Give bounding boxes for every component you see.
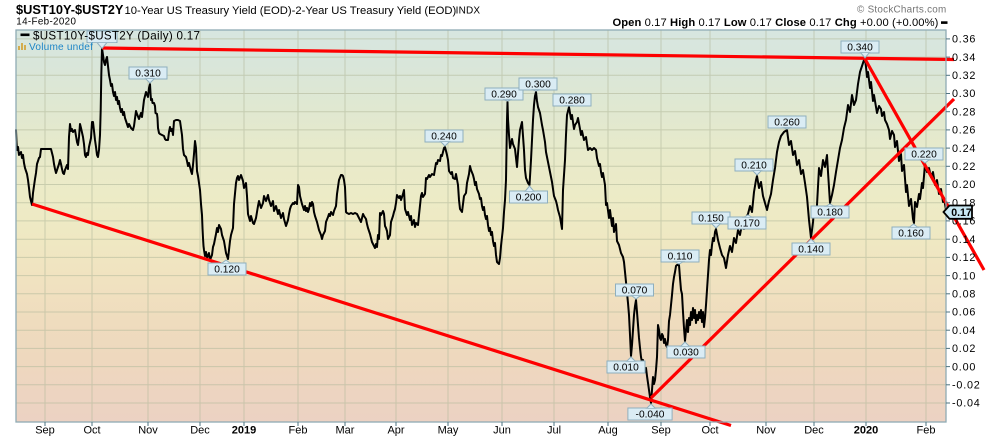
svg-text:14-Feb-2020: 14-Feb-2020 [16, 17, 76, 28]
svg-text:Oct: Oct [701, 424, 718, 436]
svg-text:0.260: 0.260 [774, 118, 800, 129]
svg-text:-0.02: -0.02 [952, 380, 981, 392]
svg-text:0.110: 0.110 [668, 252, 693, 263]
svg-text:Oct: Oct [83, 424, 100, 436]
svg-text:0.300: 0.300 [525, 80, 551, 91]
svg-text:Sep: Sep [651, 424, 671, 436]
svg-text:Apr: Apr [387, 424, 404, 436]
svg-text:0.04: 0.04 [952, 325, 976, 337]
svg-text:Feb: Feb [289, 424, 308, 436]
svg-text:0.30: 0.30 [952, 88, 976, 100]
svg-text:May: May [438, 424, 459, 436]
svg-text:0.030: 0.030 [673, 348, 699, 359]
svg-text:10-Year US Treasury Yield (EOD: 10-Year US Treasury Yield (EOD)-2-Year U… [125, 5, 457, 17]
svg-text:0.02: 0.02 [952, 343, 976, 355]
svg-text:0.290: 0.290 [491, 90, 517, 101]
svg-text:0.26: 0.26 [952, 125, 976, 137]
svg-text:0.010: 0.010 [613, 363, 639, 374]
svg-text:Dec: Dec [804, 424, 824, 436]
svg-text:Jul: Jul [547, 424, 561, 436]
svg-text:0.120: 0.120 [214, 265, 240, 276]
svg-text:$UST10Y-$UST2Y (Daily) 0.17: $UST10Y-$UST2Y (Daily) 0.17 [33, 29, 200, 42]
svg-text:0.12: 0.12 [952, 252, 976, 264]
svg-text:0.36: 0.36 [952, 34, 976, 46]
svg-text:0.310: 0.310 [135, 69, 161, 80]
svg-text:© StockCharts.com: © StockCharts.com [857, 5, 946, 16]
svg-text:0.280: 0.280 [559, 96, 585, 107]
svg-text:Open 0.17 High 0.17 Low 0.17 C: Open 0.17 High 0.17 Low 0.17 Close 0.17 … [612, 17, 938, 29]
svg-text:Volume undef: Volume undef [29, 42, 93, 53]
svg-text:0.070: 0.070 [622, 286, 648, 297]
svg-text:0.160: 0.160 [898, 229, 924, 240]
svg-text:INDX: INDX [456, 6, 481, 17]
svg-text:Aug: Aug [598, 424, 618, 436]
svg-text:0.200: 0.200 [516, 193, 542, 204]
svg-text:0.150: 0.150 [698, 214, 724, 225]
svg-text:0.22: 0.22 [952, 161, 976, 173]
svg-text:0.28: 0.28 [952, 106, 976, 118]
svg-text:-0.04: -0.04 [952, 398, 981, 410]
svg-text:Nov: Nov [138, 424, 158, 436]
svg-text:$UST10Y-$UST2Y: $UST10Y-$UST2Y [16, 2, 124, 17]
svg-text:0.170: 0.170 [734, 219, 760, 230]
svg-text:0.180: 0.180 [817, 208, 843, 219]
svg-text:0.340: 0.340 [847, 43, 873, 54]
svg-text:Jun: Jun [493, 424, 511, 436]
svg-text:0.240: 0.240 [431, 132, 457, 143]
svg-text:0.10: 0.10 [952, 270, 976, 282]
svg-text:0.17: 0.17 [951, 207, 972, 219]
svg-text:0.08: 0.08 [952, 289, 976, 301]
svg-text:Sep: Sep [35, 424, 55, 436]
svg-text:Dec: Dec [190, 424, 210, 436]
svg-text:0.06: 0.06 [952, 307, 976, 319]
svg-text:0.24: 0.24 [952, 143, 976, 155]
svg-text:0.220: 0.220 [911, 150, 937, 161]
svg-text:0.14: 0.14 [952, 234, 976, 246]
svg-text:0.32: 0.32 [952, 70, 976, 82]
svg-text:2020: 2020 [854, 424, 878, 436]
svg-text:Mar: Mar [336, 424, 355, 436]
svg-text:-0.040: -0.040 [636, 410, 665, 421]
svg-text:0.00: 0.00 [952, 361, 976, 373]
svg-text:0.34: 0.34 [952, 52, 976, 64]
svg-text:0.20: 0.20 [952, 179, 976, 191]
svg-text:Nov: Nov [756, 424, 776, 436]
svg-text:0.140: 0.140 [798, 245, 824, 256]
svg-text:0.210: 0.210 [741, 161, 767, 172]
svg-text:2019: 2019 [232, 424, 256, 436]
svg-text:Feb: Feb [917, 424, 936, 436]
